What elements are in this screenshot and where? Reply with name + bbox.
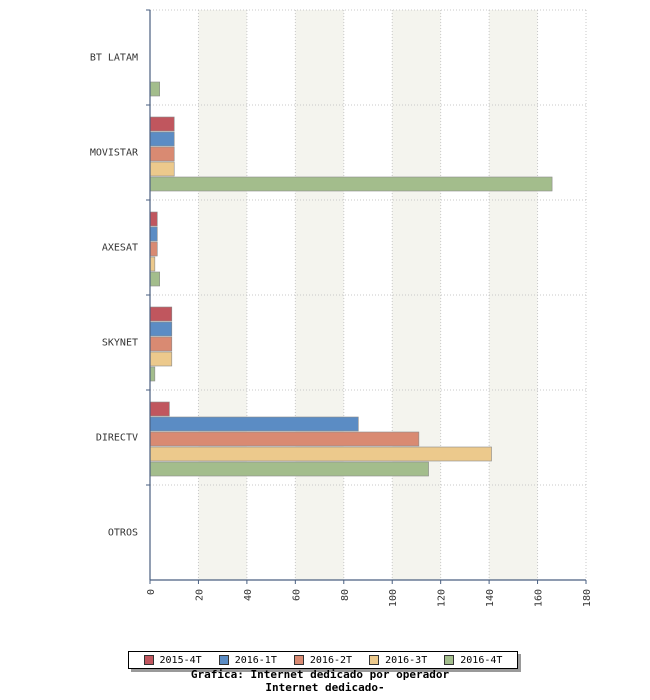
bar-directv-2016-3T: [149, 446, 492, 462]
category-label: BT LATAM: [90, 53, 138, 64]
x-tick-label: 20: [194, 589, 205, 601]
category-label: AXESAT: [102, 243, 138, 254]
bar-movistar-2015-4T: [149, 116, 175, 132]
legend-item: 2016-2T: [293, 654, 353, 666]
bar-movistar-2016-3T: [149, 161, 175, 177]
legend-swatch: [444, 655, 455, 665]
category-label: OTROS: [108, 528, 138, 539]
bar-bt-latam-2016-4T: [149, 81, 160, 97]
x-tick-label: 160: [534, 589, 545, 607]
x-tick-label: 80: [340, 589, 351, 601]
bar-chart: BT LATAM MOVISTAR AXESAT SKYNET DIRECTV OTROS…: [90, 9, 593, 607]
bar-axesat-2015-4T: [149, 211, 158, 227]
legend-item: 2016-4T: [444, 655, 502, 666]
bar-axesat-2016-2T: [149, 241, 158, 257]
x-tick-label: 60: [291, 589, 302, 601]
chart-title: Grafica: Internet dedicado por operador: [190, 668, 450, 681]
chart-legend: 2015-4T 2016-1T 2016-2T 2016-3T 2016-4T: [128, 651, 518, 669]
legend-label: 2016-4T: [460, 654, 503, 666]
legend-swatch: [218, 655, 229, 665]
legend-label: 2015-4T: [159, 654, 202, 666]
bar-directv-2016-4T: [149, 461, 429, 477]
bar-axesat-2016-3T: [149, 256, 156, 272]
bar-axesat-2016-4T: [149, 271, 160, 287]
bar-skynet-2016-2T: [149, 336, 173, 352]
x-tick-label: 120: [437, 589, 448, 607]
category-labels: BT LATAM MOVISTAR AXESAT SKYNET DIRECTV OTROS: [90, 53, 139, 539]
legend-swatch: [143, 655, 154, 665]
x-tick-label: 180: [582, 589, 593, 607]
bar-directv-2016-1T: [149, 416, 359, 432]
legend-item: 2016-1T: [218, 654, 277, 666]
bar-movistar-2016-1T: [149, 131, 175, 147]
category-label: MOVISTAR: [90, 148, 139, 159]
bar-skynet-2016-4T: [149, 366, 156, 382]
x-tick-label: 0: [146, 589, 157, 595]
bar-skynet-2015-4T: [149, 306, 173, 322]
legend-swatch: [369, 655, 380, 665]
bar-axesat-2016-1T: [149, 226, 158, 242]
legend-item: 2015-4T: [143, 654, 202, 666]
legend-label: 2016-3T: [385, 654, 428, 666]
bar-skynet-2016-3T: [149, 351, 173, 367]
axes: [146, 9, 587, 584]
legend-item: 2016-3T: [369, 655, 427, 666]
legend-label: 2016-2T: [309, 654, 353, 666]
bar-skynet-2016-1T: [149, 321, 173, 337]
bars-group: [149, 81, 553, 477]
chart-subtitle: Internet dedicado-: [265, 681, 385, 694]
tick-labels: 0 20 40 60 80 100 120 140 160 180: [146, 589, 593, 607]
legend-swatch: [293, 655, 304, 665]
legend-label: 2016-1T: [234, 654, 277, 666]
bar-movistar-2016-4T: [149, 176, 553, 192]
x-tick-label: 140: [485, 589, 496, 607]
x-tick-label: 100: [388, 589, 399, 607]
bar-directv-2016-2T: [149, 431, 420, 447]
grid-lines: [150, 9, 587, 581]
x-tick-label: 40: [243, 589, 254, 601]
category-label: SKYNET: [102, 338, 138, 349]
bar-movistar-2016-2T: [149, 146, 175, 162]
bar-directv-2015-4T: [149, 401, 170, 417]
category-label: DIRECTV: [96, 433, 138, 444]
